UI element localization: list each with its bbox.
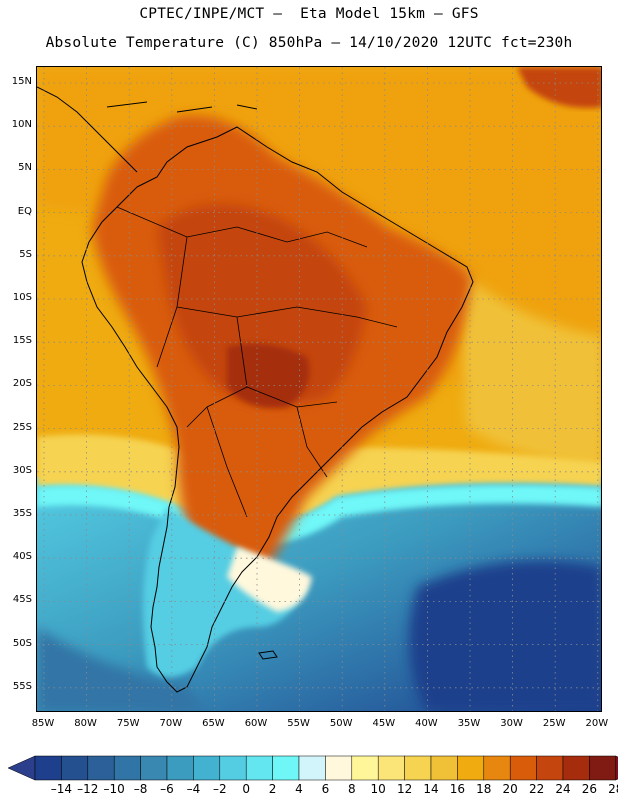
colorbar-label: –14 (50, 782, 73, 796)
colorbar-label: 8 (347, 782, 356, 796)
field-patagonia (143, 507, 307, 677)
lon-label: 25W (542, 718, 566, 729)
chart-subtitle: Absolute Temperature (C) 850hPa – 14/10/… (45, 35, 573, 51)
lon-label: 75W (116, 718, 140, 729)
coastline-central-america (37, 86, 138, 173)
colorbar-swatch (325, 755, 353, 781)
colorbar-swatch (430, 755, 458, 781)
colorbar-swatch (34, 755, 62, 781)
field-continent-core (157, 204, 367, 405)
field-hot-core (227, 343, 310, 408)
colorbar-label: –6 (160, 782, 174, 796)
lat-label: 50S (12, 637, 32, 649)
colorbar-label: 12 (396, 782, 413, 796)
lat-label: 15N (11, 76, 32, 87)
colorbar-label: –2 (212, 782, 227, 796)
lon-label: 45W (372, 718, 396, 729)
lon-label: 30W (500, 718, 523, 729)
colorbar-swatch (219, 755, 247, 781)
coastline-caribbean (106, 101, 258, 113)
colorbar-swatch (457, 755, 485, 781)
lat-label: 45S (12, 594, 32, 606)
colorbar-swatch (351, 755, 379, 781)
colorbar-label: 2 (268, 782, 277, 796)
lat-label: 15S (12, 335, 32, 347)
lon-label: 20W (585, 718, 609, 729)
colorbar-swatch (193, 755, 221, 781)
colorbar-label: 10 (370, 782, 386, 796)
colorbar-under-arrow (8, 755, 36, 781)
colorbar-swatch (536, 755, 564, 781)
colorbar-label: 20 (502, 782, 518, 796)
lon-label: 40W (415, 718, 438, 729)
colorbar-swatch (245, 755, 273, 781)
colorbar-label: 18 (476, 782, 492, 796)
chart-title: CPTEC/INPE/MCT – Eta Model 15km – GFS (139, 6, 479, 22)
lat-label: 30S (12, 464, 32, 476)
colorbar-label: 16 (449, 782, 466, 796)
lon-label: 35W (457, 718, 481, 729)
lon-label: 60W (244, 718, 268, 729)
lon-label: 50W (329, 718, 353, 729)
lat-label: EQ (17, 205, 32, 217)
lat-label: 5N (18, 162, 32, 174)
colorbar-label: 0 (242, 782, 250, 796)
colorbar-label: 6 (321, 782, 330, 796)
colorbar-label: 24 (555, 782, 571, 796)
lon-label: 80W (74, 718, 97, 729)
colorbar-swatch (483, 755, 511, 781)
colorbar-swatch (377, 755, 405, 781)
colorbar-swatch (298, 755, 326, 781)
country-borders (116, 206, 398, 518)
colorbar-label: –10 (103, 782, 125, 796)
lat-label: 35S (12, 508, 32, 519)
colorbar-label: 28 (608, 782, 618, 796)
colorbar-swatch (589, 755, 617, 781)
lon-label: 65W (202, 718, 225, 729)
lon-label: 85W (31, 718, 55, 729)
field-blue-mid (37, 627, 206, 711)
field-hot-northeast (517, 67, 601, 108)
colorbar-swatch (113, 755, 141, 781)
colorbar-label: –8 (133, 782, 148, 796)
field-east-yellow (457, 267, 601, 467)
color-scale-bar (8, 755, 618, 781)
colorbar-swatch (509, 755, 537, 781)
lat-label: 25S (12, 421, 32, 433)
colorbar-swatch (140, 755, 168, 781)
field-pale-band (227, 547, 312, 612)
colorbar-label: 4 (295, 782, 303, 796)
lat-label: 10S (12, 292, 32, 303)
colorbar-swatch (404, 755, 432, 781)
temperature-map (36, 66, 602, 712)
colorbar-swatch (166, 755, 194, 781)
colorbar-label: –4 (186, 782, 201, 796)
colorbar-swatch (562, 755, 590, 781)
colorbar-swatch (61, 755, 89, 781)
coastline-falklands (258, 650, 278, 660)
lon-label: 55W (287, 718, 310, 729)
colorbar-swatch (272, 755, 300, 781)
lon-label: 70W (159, 718, 183, 729)
colorbar-label: 14 (423, 782, 439, 796)
lat-lon-grid (37, 67, 601, 711)
colorbar-swatch (87, 755, 115, 781)
lat-label: 40S (12, 551, 32, 563)
lat-label: 10N (11, 119, 32, 131)
lat-label: 55S (12, 680, 32, 692)
colorbar-label: –12 (77, 782, 99, 796)
coastline-south-america (81, 126, 474, 693)
lat-label: 5S (19, 248, 32, 260)
colorbar-label: 22 (528, 782, 545, 796)
lat-label: 20S (12, 378, 32, 390)
field-deep-blue (409, 560, 601, 711)
colorbar-over-arrow (615, 755, 618, 781)
colorbar-label: 26 (581, 782, 598, 796)
